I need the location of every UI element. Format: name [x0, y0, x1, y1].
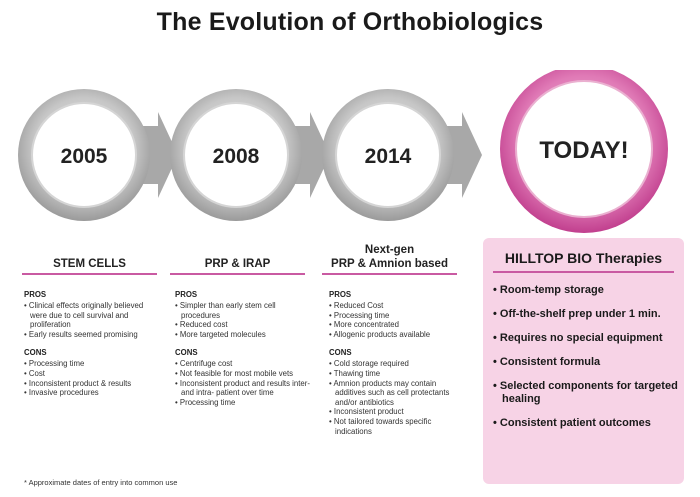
hilltop-divider [493, 271, 674, 273]
milestone-2014: 2014 [322, 89, 454, 221]
list-item: Amnion products may contain additives su… [329, 379, 464, 408]
arrow-2-icon [292, 112, 330, 198]
hilltop-title: HILLTOP BIO Therapies [504, 250, 663, 266]
milestone-year: 2005 [61, 145, 108, 168]
list-item: Processing time [24, 359, 159, 369]
column-title: PRP & IRAP [204, 258, 271, 270]
column-next-gen: PROS Reduced Cost Processing time More c… [329, 290, 464, 445]
milestone-year: 2008 [213, 145, 260, 168]
column-title-line2: PRP & Amnion based [331, 258, 448, 270]
list-item: Off-the-shelf prep under 1 min. [493, 308, 681, 321]
list-item: Inconsistent product & results [24, 379, 159, 389]
column-divider [22, 273, 157, 275]
cons-list: Processing time Cost Inconsistent produc… [24, 359, 159, 397]
list-item: Reduced cost [175, 320, 310, 330]
list-item: Selected components for targeted healing [493, 380, 681, 406]
list-item: Consistent formula [493, 356, 681, 369]
cons-list: Centrifuge cost Not feasible for most mo… [175, 359, 310, 407]
column-title-line1: Next-gen [364, 244, 415, 256]
list-item: Thawing time [329, 369, 464, 379]
list-item: Early results seemed promising [24, 330, 159, 340]
column-title: STEM CELLS [53, 258, 126, 270]
cons-label: CONS [329, 348, 352, 358]
list-item: Not tailored towards specific indication… [329, 417, 464, 436]
pros-label: PROS [175, 290, 198, 299]
milestone-today: TODAY! [500, 70, 668, 233]
column-divider [322, 273, 457, 275]
list-item: Processing time [175, 398, 310, 408]
list-item: Consistent patient outcomes [493, 417, 681, 430]
column-divider [170, 273, 305, 275]
arrow-1-icon [140, 112, 178, 198]
pros-list: Simpler than early stem cell procedures … [175, 301, 310, 339]
cons-list: Cold storage required Thawing time Amnio… [329, 359, 464, 436]
list-item: Clinical effects originally believed wer… [24, 301, 159, 330]
milestone-2005: 2005 [18, 89, 150, 221]
column-prp-irap: PROS Simpler than early stem cell proced… [175, 290, 310, 416]
list-item: Cost [24, 369, 159, 379]
list-item: Cold storage required [329, 359, 464, 369]
footnote: * Approximate dates of entry into common… [24, 478, 178, 487]
timeline: 2005 2008 2014 TODAY! [18, 70, 668, 233]
list-item: Reduced Cost [329, 301, 464, 311]
arrow-3-icon [444, 112, 482, 198]
pros-list: Clinical effects originally believed wer… [24, 301, 159, 339]
list-item: Invasive procedures [24, 388, 159, 398]
list-item: Centrifuge cost [175, 359, 310, 369]
milestone-today-label: TODAY! [539, 137, 628, 164]
list-item: More concentrated [329, 320, 464, 330]
list-item: Simpler than early stem cell procedures [175, 301, 310, 320]
hilltop-panel: HILLTOP BIO Therapies Room-temp storage … [483, 238, 684, 484]
list-item: Room-temp storage [493, 284, 681, 297]
page-title: The Evolution of Orthobiologics [156, 8, 544, 36]
pros-list: Reduced Cost Processing time More concen… [329, 301, 464, 339]
hilltop-benefits-list: Room-temp storage Off-the-shelf prep und… [493, 284, 681, 441]
list-item: Inconsistent product [329, 407, 464, 417]
milestone-year: 2014 [365, 145, 412, 168]
list-item: Processing time [329, 311, 464, 321]
cons-label: CONS [175, 348, 198, 358]
pros-label: PROS [24, 290, 47, 299]
column-stem-cells: PROS Clinical effects originally believe… [24, 290, 159, 407]
cons-label: CONS [24, 348, 47, 358]
list-item: Requires no special equipment [493, 332, 681, 345]
list-item: Inconsistent product and results inter- … [175, 379, 310, 398]
pros-label: PROS [329, 290, 352, 299]
list-item: Allogenic products available [329, 330, 464, 340]
list-item: Not feasible for most mobile vets [175, 369, 310, 379]
list-item: More targeted molecules [175, 330, 310, 340]
milestone-2008: 2008 [170, 89, 302, 221]
